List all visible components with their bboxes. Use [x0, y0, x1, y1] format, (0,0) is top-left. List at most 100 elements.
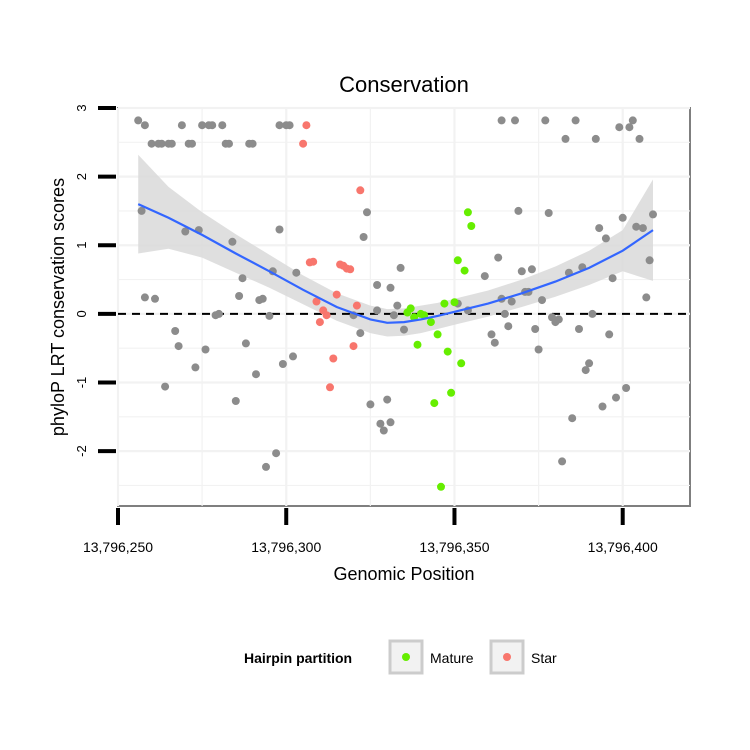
point-other [383, 395, 392, 404]
point-other [622, 384, 631, 392]
point-mature [437, 482, 445, 491]
point-other [356, 329, 365, 338]
point-star [302, 121, 311, 130]
point-other [504, 322, 513, 331]
point-other [140, 293, 149, 302]
point-other [554, 315, 563, 324]
point-other [571, 116, 580, 125]
x-tick-label: 13,796,300 [251, 539, 321, 555]
point-other [601, 234, 610, 243]
point-other [161, 382, 170, 391]
point-other [181, 227, 190, 236]
point-other [272, 449, 281, 458]
point-star [356, 186, 365, 195]
y-tick-label: 1 [74, 242, 89, 249]
point-other [218, 121, 227, 130]
point-other [635, 134, 644, 143]
point-other [605, 330, 614, 339]
point-mature [426, 318, 435, 327]
point-other [174, 342, 183, 351]
point-other [591, 134, 600, 143]
point-other [642, 293, 651, 302]
point-other [588, 309, 597, 318]
point-star [322, 311, 331, 320]
point-other [366, 400, 375, 409]
point-other [618, 213, 627, 222]
point-mature [453, 256, 462, 265]
point-mature [463, 208, 472, 217]
point-other [558, 457, 567, 466]
point-other [147, 139, 156, 148]
x-tick-label: 13,796,250 [83, 539, 153, 555]
point-mature [430, 399, 439, 408]
point-star [346, 265, 355, 274]
point-other [575, 325, 583, 333]
point-other [373, 306, 382, 315]
point-other [359, 233, 368, 241]
point-other [568, 414, 577, 423]
point-other [258, 294, 267, 303]
legend-label-mature: Mature [430, 650, 474, 666]
point-other [177, 121, 186, 130]
point-other [137, 206, 146, 215]
point-other [275, 121, 284, 130]
x-tick-label: 13,796,350 [419, 539, 489, 555]
point-other [363, 208, 371, 217]
point-other [225, 139, 233, 148]
point-other [238, 274, 247, 283]
point-other [625, 123, 634, 132]
point-mature [406, 304, 415, 313]
point-mature [460, 266, 469, 275]
legend-dot-mature [402, 653, 410, 661]
point-other [285, 121, 294, 130]
point-mature [443, 347, 452, 356]
point-mature [447, 388, 456, 397]
point-other [241, 339, 250, 348]
point-other [632, 222, 641, 231]
point-other [645, 256, 654, 265]
legend: Hairpin partition Mature Star [244, 639, 557, 675]
point-star [349, 342, 358, 351]
point-other [497, 116, 506, 125]
x-axis: 13,796,250 13,796,300 13,796,350 13,796,400 [83, 508, 658, 555]
point-other [386, 283, 395, 292]
legend-title: Hairpin partition [244, 650, 352, 666]
point-other [561, 134, 570, 143]
point-other [487, 330, 496, 339]
point-other [598, 402, 607, 411]
point-other [490, 338, 499, 347]
point-mature [450, 298, 459, 307]
point-other [248, 139, 257, 148]
y-axis: -2 -1 0 1 2 3 [74, 104, 116, 457]
point-other [292, 268, 301, 277]
point-other [289, 352, 297, 361]
grid-lines [116, 106, 690, 506]
point-other [514, 206, 523, 215]
point-other [373, 281, 382, 289]
point-mature [433, 330, 442, 339]
point-other [386, 418, 395, 427]
plot-panel [117, 107, 691, 507]
point-other [595, 224, 604, 233]
data-points [134, 116, 657, 491]
point-other [379, 426, 388, 435]
point-other [134, 116, 143, 125]
point-other [140, 121, 149, 130]
point-other [544, 209, 553, 217]
point-star [315, 318, 324, 327]
point-other [188, 139, 196, 148]
point-other [608, 274, 617, 283]
point-star [299, 139, 308, 148]
legend-label-star: Star [531, 650, 557, 666]
y-tick-label: 0 [74, 310, 89, 317]
y-axis-label: phyloP LRT conservation scores [48, 178, 68, 436]
point-other [517, 267, 526, 276]
point-other [393, 301, 402, 310]
point-other [494, 253, 503, 262]
legend-key-star [489, 639, 525, 675]
point-other [151, 294, 159, 303]
y-tick-label: 2 [74, 173, 89, 180]
point-other [208, 121, 217, 130]
point-other [275, 225, 284, 234]
point-other [507, 297, 516, 306]
